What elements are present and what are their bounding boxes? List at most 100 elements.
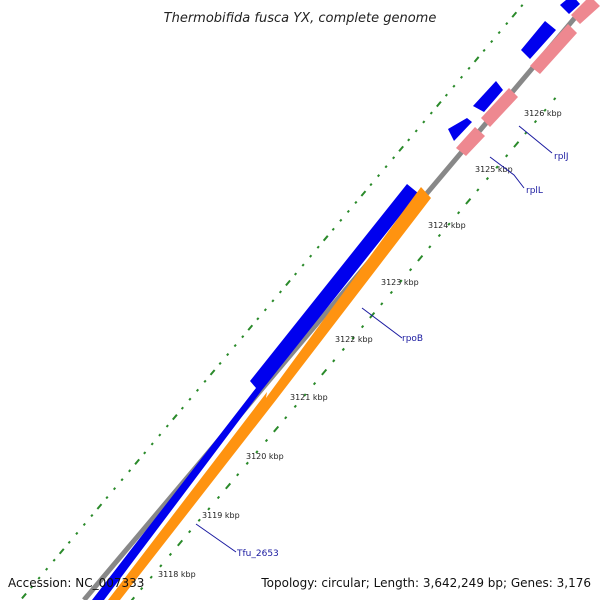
inner-ring-mark — [203, 379, 207, 383]
accession-label: Accession: NC_007333 — [8, 576, 145, 590]
inner-ring-mark — [392, 156, 396, 160]
outer-minor-tick — [312, 381, 317, 386]
inner-ring-mark — [195, 388, 200, 392]
inner-ring-mark — [188, 397, 192, 401]
outer-tick-marks — [130, 97, 557, 600]
inner-ring-mark — [45, 567, 49, 571]
inner-ring-mark — [30, 585, 34, 589]
inner-ring-mark — [497, 30, 501, 35]
inner-ring-mark — [278, 290, 282, 294]
inner-ring-mark — [322, 235, 329, 242]
inner-ring-mark — [422, 120, 426, 124]
rplL-leader — [489, 156, 525, 189]
outer-major-tick — [321, 368, 328, 376]
inner-ring-mark — [180, 406, 184, 410]
inner-ring-mark — [339, 218, 343, 222]
tick-labels: 3118 kbp 3119 kbp 3120 kbp 3121 kbp 3122… — [158, 109, 562, 579]
inner-ring-mark — [407, 138, 411, 142]
tick-label-3118: 3118 kbp — [158, 570, 196, 579]
inner-ring-mark — [241, 335, 245, 339]
outer-minor-tick — [303, 393, 307, 397]
inner-ring-mark — [158, 433, 162, 437]
reverse-strand-features — [108, 0, 600, 600]
outer-minor-tick — [447, 222, 451, 226]
rpoB-forward-gene — [92, 184, 418, 600]
tick-label-3125: 3125 kbp — [475, 165, 513, 174]
inner-ring-mark — [172, 414, 178, 421]
outer-minor-tick — [140, 586, 144, 591]
inner-ring-mark — [271, 299, 275, 303]
inner-ring-mark — [105, 496, 109, 500]
inner-ring-mark — [346, 209, 350, 213]
inner-ring-mark — [473, 56, 480, 63]
inner-ring-mark — [511, 11, 518, 18]
outer-minor-tick — [293, 404, 297, 409]
inner-ring-mark — [429, 111, 433, 115]
tick-label-3126: 3126 kbp — [524, 109, 562, 118]
inner-ring-mark — [301, 263, 305, 267]
forward-gene-top — [560, 0, 580, 14]
inner-ring-mark — [209, 369, 216, 376]
inner-ring-mark — [505, 22, 509, 26]
outer-minor-tick — [428, 245, 432, 249]
outer-minor-tick — [207, 507, 211, 511]
inner-ring-mark — [226, 352, 230, 357]
outer-minor-tick — [505, 154, 509, 158]
outer-major-tick — [465, 198, 472, 205]
rplL-pink-cds — [456, 127, 485, 156]
inner-ring-mark — [90, 513, 94, 518]
inner-ring-mark — [134, 458, 140, 465]
outer-major-tick — [177, 539, 184, 547]
outer-minor-tick — [264, 438, 269, 443]
inner-ring-mark — [67, 540, 71, 544]
inner-ring-mark — [263, 308, 267, 312]
outer-minor-tick — [485, 176, 490, 181]
outer-minor-tick — [543, 108, 547, 112]
forward-gene-3127 — [521, 21, 556, 59]
outer-minor-tick — [533, 120, 538, 124]
inner-ring-mark — [233, 344, 237, 348]
outer-minor-tick — [197, 518, 201, 522]
outer-minor-tick — [495, 165, 499, 169]
map-title: Thermobifida fusca YX, complete genome — [164, 11, 437, 26]
inner-ring-mark — [58, 548, 65, 555]
inner-ring-mark — [165, 424, 169, 428]
forward-strand-features — [92, 0, 580, 600]
outer-minor-tick — [216, 495, 221, 500]
outer-minor-tick — [284, 416, 288, 420]
outer-minor-tick — [341, 347, 345, 352]
genome-summary-label: Topology: circular; Length: 3,642,249 bp… — [261, 576, 591, 590]
inner-ring-mark — [96, 503, 103, 510]
inner-ring-mark — [52, 558, 56, 562]
forward-gene-3125 — [448, 118, 472, 141]
pink-cds-top — [571, 0, 600, 24]
outer-minor-tick — [236, 473, 240, 477]
inner-ring-mark — [482, 48, 486, 53]
inner-ring-mark — [331, 227, 335, 231]
inner-ring-mark — [112, 487, 117, 491]
genome-backbone — [82, 0, 594, 600]
inner-ring-mark — [354, 200, 358, 205]
rpoB-orange-cds — [108, 187, 431, 600]
inner-ring-mark — [75, 531, 79, 535]
gene-label-leaders — [195, 125, 553, 553]
pink-cds-upper — [530, 24, 577, 74]
inner-ring-mark — [376, 174, 381, 178]
outer-minor-tick — [245, 461, 249, 465]
inner-ring-mark — [21, 592, 27, 600]
outer-minor-tick — [389, 290, 393, 295]
inner-ring-mark — [150, 442, 154, 446]
outer-major-tick — [130, 596, 136, 600]
tick-label-3124: 3124 kbp — [428, 221, 466, 230]
Tfu_2653-leader — [195, 523, 237, 553]
forward-gene-3126 — [473, 81, 503, 112]
inner-ring-mark — [520, 4, 524, 8]
outer-minor-tick — [553, 97, 557, 101]
outer-minor-tick — [159, 564, 163, 568]
outer-minor-tick — [188, 530, 192, 534]
rplJ-pink-cds — [481, 88, 518, 127]
inner-ring-mark — [294, 272, 298, 276]
inner-ring-mark — [369, 183, 373, 187]
inner-ring-mark — [360, 190, 367, 197]
inner-ring-mark — [436, 101, 442, 108]
